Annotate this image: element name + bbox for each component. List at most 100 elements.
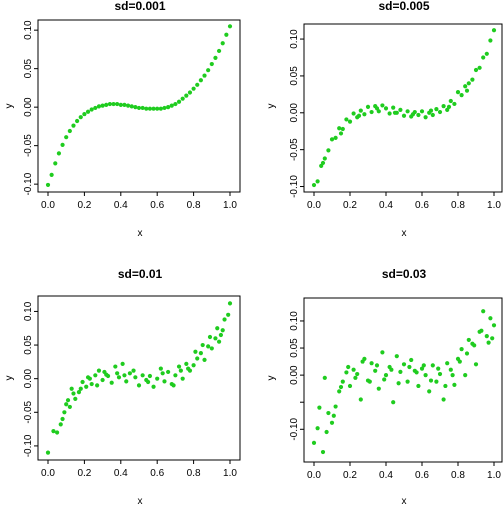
data-point bbox=[311, 440, 317, 445]
data-point bbox=[56, 151, 62, 156]
data-point bbox=[488, 316, 493, 321]
y-tick-label: 0.05 bbox=[289, 338, 300, 358]
x-tick-label: 0.0 bbox=[307, 200, 321, 211]
data-point bbox=[351, 367, 356, 372]
data-point bbox=[409, 357, 414, 363]
data-point bbox=[459, 92, 464, 98]
data-point bbox=[133, 105, 138, 110]
data-point bbox=[169, 103, 174, 108]
data-point bbox=[441, 397, 446, 402]
data-point bbox=[147, 106, 153, 111]
data-point bbox=[326, 148, 331, 153]
data-point bbox=[356, 113, 362, 118]
plot-area: 0.0 0.2 0.4 0.6 0.8 1.0 -0.10 0.00 0.05 0.10 bbox=[289, 297, 503, 481]
data-point bbox=[347, 119, 353, 124]
plot-area: 0.0 0.2 0.4 0.6 0.8 1.0 -0.10 -0.05 0.00 0.05 0.10 bbox=[23, 19, 241, 211]
x-tick-label: 0.8 bbox=[187, 200, 201, 211]
data-point bbox=[155, 106, 160, 111]
y-tick-label: -0.05 bbox=[23, 134, 34, 157]
panel-title: sd=0.005 bbox=[378, 0, 429, 13]
data-point bbox=[464, 88, 470, 93]
data-point bbox=[118, 102, 123, 107]
panel-title: sd=0.03 bbox=[382, 267, 427, 281]
data-point bbox=[430, 112, 435, 118]
data-point bbox=[428, 378, 434, 383]
data-point bbox=[365, 104, 371, 109]
data-point bbox=[473, 362, 479, 367]
data-point bbox=[398, 107, 403, 112]
data-point bbox=[337, 126, 342, 131]
data-point bbox=[82, 111, 87, 117]
data-point bbox=[147, 373, 153, 379]
y-tick-label: 0.10 bbox=[289, 29, 300, 49]
data-point bbox=[337, 389, 342, 394]
y-tick-label: 0.05 bbox=[289, 66, 300, 86]
data-point bbox=[358, 108, 363, 113]
data-point bbox=[84, 384, 89, 389]
data-point bbox=[80, 379, 85, 385]
data-point bbox=[443, 383, 448, 389]
y-tick-label: -0.10 bbox=[23, 434, 34, 457]
x-tick-label: 1.0 bbox=[487, 470, 501, 481]
data-point bbox=[391, 400, 396, 405]
panel-sd-0-01: sd=0.01 x y 0.0 0.2 0.4 0.6 0.8 1.0 -0.10 -0.05… bbox=[4, 267, 241, 506]
data-point bbox=[49, 172, 54, 178]
data-point bbox=[423, 373, 428, 378]
data-point bbox=[200, 342, 205, 348]
data-point bbox=[73, 396, 78, 401]
data-point bbox=[358, 397, 363, 402]
data-point bbox=[53, 161, 58, 166]
data-point bbox=[448, 367, 453, 372]
data-point bbox=[329, 420, 335, 425]
data-point bbox=[151, 384, 156, 389]
data-point bbox=[71, 123, 76, 128]
data-point bbox=[191, 363, 196, 368]
data-point bbox=[367, 379, 372, 384]
data-point bbox=[338, 384, 344, 390]
data-point bbox=[459, 347, 464, 352]
data-point bbox=[215, 326, 220, 331]
data-point bbox=[473, 67, 479, 73]
data-point bbox=[338, 131, 344, 136]
data-point bbox=[62, 410, 67, 415]
data-point bbox=[173, 101, 178, 107]
data-point bbox=[195, 82, 200, 87]
data-point bbox=[391, 105, 396, 110]
plot-frame bbox=[303, 297, 503, 463]
data-point bbox=[187, 90, 193, 95]
data-point bbox=[491, 323, 497, 328]
x-tick-label: 1.0 bbox=[223, 200, 237, 211]
data-point bbox=[85, 109, 91, 114]
x-tick-label: 0.0 bbox=[41, 468, 55, 479]
data-point bbox=[171, 383, 176, 388]
x-tick-label: 0.8 bbox=[451, 200, 465, 211]
data-point bbox=[122, 102, 127, 107]
data-point bbox=[125, 103, 131, 108]
data-point bbox=[450, 373, 455, 378]
data-point bbox=[380, 350, 385, 355]
data-point bbox=[69, 386, 74, 391]
data-point bbox=[326, 410, 331, 416]
x-tick-label: 0.2 bbox=[77, 200, 91, 211]
data-point bbox=[202, 73, 207, 78]
data-point bbox=[362, 112, 367, 117]
data-point bbox=[162, 105, 167, 111]
data-point bbox=[67, 128, 72, 134]
x-axis-label: x bbox=[402, 496, 407, 506]
data-point bbox=[463, 84, 468, 89]
data-point bbox=[202, 357, 207, 362]
data-point bbox=[344, 370, 349, 375]
data-point bbox=[389, 367, 394, 372]
data-point bbox=[398, 369, 403, 374]
data-point bbox=[100, 377, 105, 383]
data-point bbox=[479, 328, 484, 333]
data-point bbox=[317, 405, 322, 410]
data-point bbox=[173, 373, 178, 378]
data-point bbox=[463, 373, 468, 378]
panel-sd-0-03: sd=0.03 x y 0.0 0.2 0.4 0.6 0.8 1.0-0.100.000… bbox=[266, 267, 503, 506]
data-point bbox=[329, 137, 335, 142]
x-tick-label: 0.8 bbox=[451, 470, 465, 481]
data-point bbox=[216, 339, 222, 344]
x-tick-label: 0.0 bbox=[307, 470, 321, 481]
data-point bbox=[151, 106, 156, 111]
